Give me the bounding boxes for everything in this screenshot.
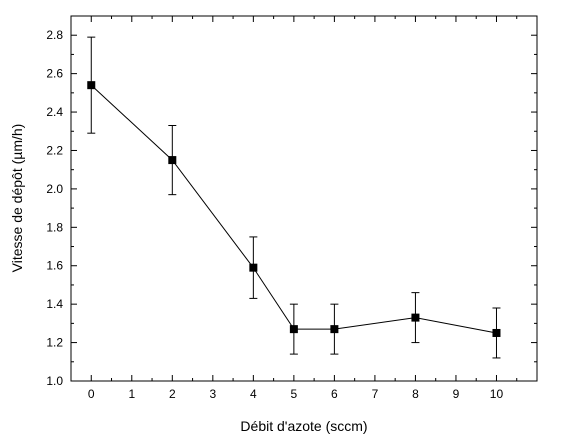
y-tick-label: 2.4 bbox=[46, 105, 63, 119]
x-tick-label: 5 bbox=[291, 387, 298, 401]
data-point bbox=[330, 325, 339, 334]
data-point bbox=[289, 325, 298, 334]
y-tick-label: 2.2 bbox=[46, 143, 63, 157]
y-tick-label: 1.6 bbox=[46, 259, 63, 273]
data-markers bbox=[87, 81, 501, 337]
x-tick-label: 8 bbox=[412, 387, 419, 401]
data-point bbox=[87, 81, 96, 90]
x-tick-label: 0 bbox=[88, 387, 95, 401]
x-tick-label: 9 bbox=[453, 387, 460, 401]
x-axis-title: Débit d'azote (sccm) bbox=[240, 418, 367, 434]
data-point bbox=[411, 313, 420, 322]
y-tick-label: 1.2 bbox=[46, 336, 63, 350]
x-tick-label: 10 bbox=[490, 387, 504, 401]
x-tick-label: 3 bbox=[209, 387, 216, 401]
x-tick-label: 2 bbox=[169, 387, 176, 401]
y-tick-label: 1.0 bbox=[46, 374, 63, 388]
y-tick-label: 2.8 bbox=[46, 28, 63, 42]
y-tick-label: 1.4 bbox=[46, 297, 63, 311]
series-line-group bbox=[90, 84, 497, 334]
x-tick-label: 6 bbox=[331, 387, 338, 401]
x-tick-labels: 0 1 2 3 4 5 6 7 8 9 10 bbox=[88, 387, 504, 401]
x-tick-label: 1 bbox=[128, 387, 135, 401]
y-tick-label: 2.0 bbox=[46, 182, 63, 196]
plot-frame bbox=[70, 15, 538, 382]
data-point bbox=[168, 156, 177, 165]
series-line bbox=[90, 84, 497, 334]
x-tick-label: 4 bbox=[250, 387, 257, 401]
data-point bbox=[249, 263, 258, 272]
x-tick-label: 7 bbox=[372, 387, 379, 401]
y-tick-labels: 1.0 1.2 1.4 1.6 1.8 2.0 2.2 2.4 2.6 2.8 bbox=[46, 28, 63, 388]
data-point bbox=[492, 328, 501, 337]
ticks bbox=[70, 15, 537, 382]
y-tick-label: 2.6 bbox=[46, 67, 63, 81]
y-tick-label: 1.8 bbox=[46, 220, 63, 234]
error-bars bbox=[87, 36, 501, 359]
y-axis-title: Vitesse de dépôt (µm/h) bbox=[9, 124, 25, 273]
